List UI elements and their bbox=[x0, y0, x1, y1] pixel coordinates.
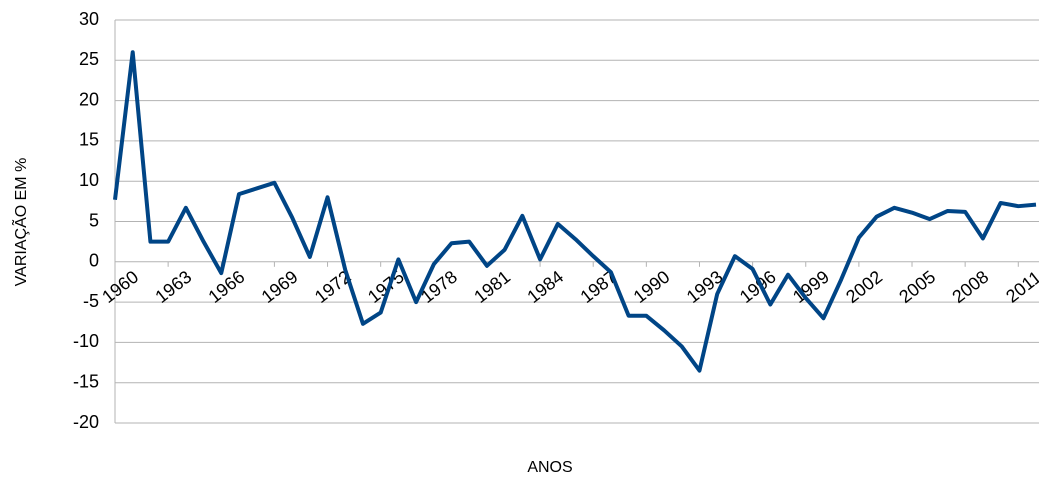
x-tick-label: 1969 bbox=[258, 267, 302, 307]
y-tick-label: 10 bbox=[79, 170, 99, 190]
x-tick-label: 2008 bbox=[948, 267, 992, 307]
x-tick-label: 1981 bbox=[470, 267, 514, 307]
x-tick-label: 1990 bbox=[630, 267, 674, 307]
y-tick-label: 5 bbox=[89, 210, 99, 230]
x-axis-title: ANOS bbox=[527, 459, 572, 476]
y-axis-title: VARIAÇÃO EM % bbox=[10, 158, 30, 287]
y-tick-label: 30 bbox=[79, 9, 99, 29]
y-tick-label: -20 bbox=[73, 412, 99, 432]
x-tick-label: 1987 bbox=[577, 267, 621, 307]
x-tick-label: 2002 bbox=[842, 267, 886, 307]
x-tick-label: 2011 bbox=[1002, 267, 1039, 307]
x-tick-label: 1966 bbox=[205, 267, 249, 307]
x-tick-label: 1963 bbox=[151, 267, 195, 307]
x-tick-label: 2005 bbox=[895, 267, 939, 307]
y-tick-label: 0 bbox=[89, 251, 99, 271]
x-tick-label: 1960 bbox=[98, 267, 142, 307]
y-tick-label: -10 bbox=[73, 331, 99, 351]
y-tick-label: 20 bbox=[79, 89, 99, 109]
y-tick-label: -15 bbox=[73, 371, 99, 391]
y-tick-label: 25 bbox=[79, 49, 99, 69]
x-tick-label: 1984 bbox=[523, 267, 567, 307]
data-line bbox=[113, 50, 1037, 373]
y-tick-label: -5 bbox=[83, 291, 99, 311]
y-tick-label: 15 bbox=[79, 130, 99, 150]
